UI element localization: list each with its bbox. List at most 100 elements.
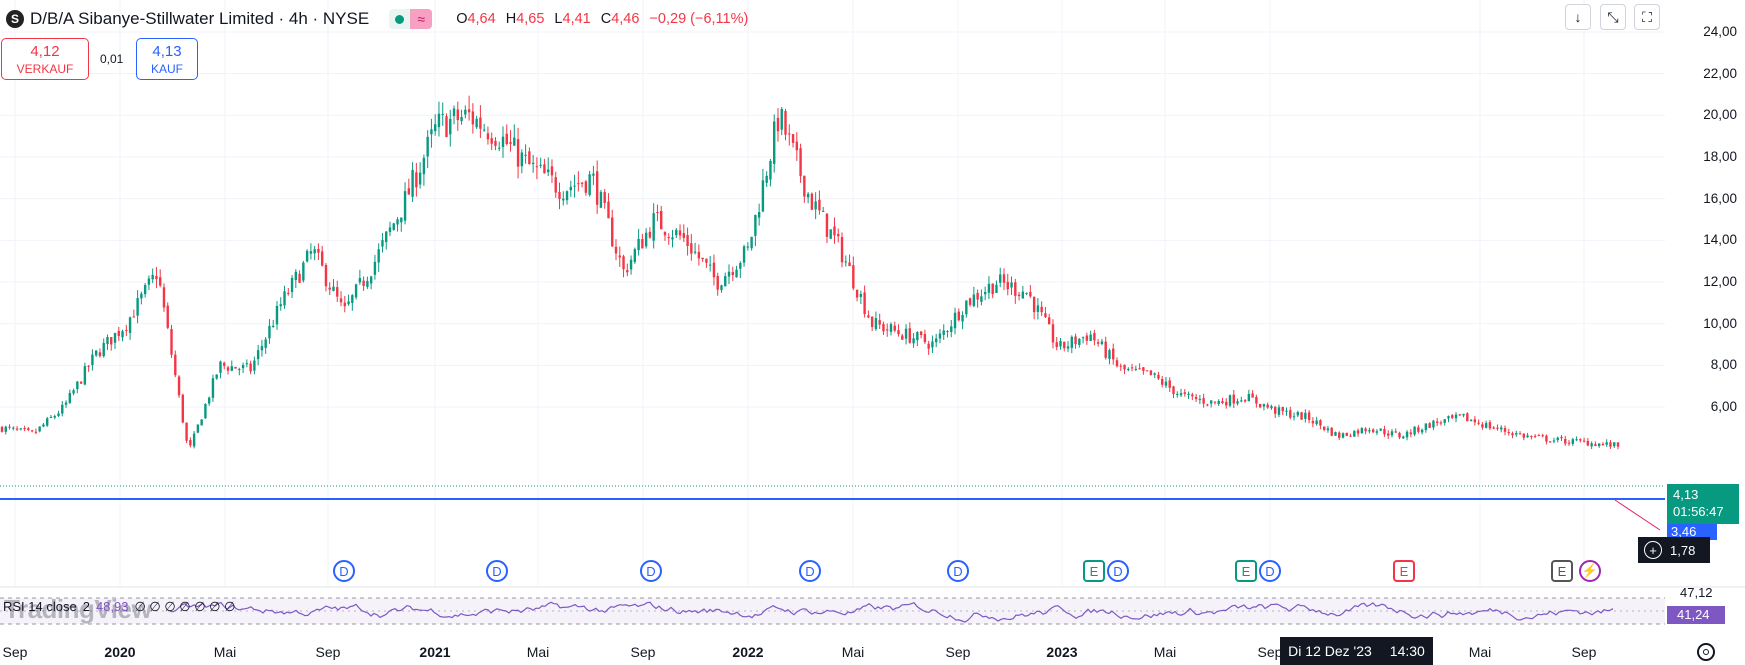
arrow-down-icon[interactable]: ↓ <box>1565 4 1591 30</box>
rsi-current-label: 41,24 <box>1667 606 1725 624</box>
candle <box>189 437 192 448</box>
dividend-event-icon[interactable]: D <box>1259 560 1281 582</box>
candle <box>162 283 166 312</box>
candle <box>347 294 350 306</box>
settings-icon[interactable] <box>1697 643 1715 661</box>
trend-line-drawing[interactable] <box>1614 499 1661 531</box>
candle <box>897 324 900 337</box>
earnings-event-icon[interactable]: E <box>1083 560 1105 582</box>
candle <box>46 416 49 427</box>
sell-button[interactable]: 4,12 VERKAUF <box>1 38 89 80</box>
dividend-event-icon[interactable]: D <box>799 560 821 582</box>
candle <box>1477 419 1480 426</box>
candle <box>279 297 282 311</box>
candle <box>373 254 377 280</box>
earnings-event-icon[interactable]: E <box>1551 560 1573 582</box>
candle <box>1526 432 1529 438</box>
candle <box>607 193 610 219</box>
dividend-event-icon[interactable]: D <box>640 560 662 582</box>
candle <box>1507 428 1510 436</box>
price-tick-label: 10,00 <box>1703 315 1737 331</box>
candle <box>143 283 147 298</box>
earnings-event-icon[interactable]: E <box>1393 560 1415 582</box>
crosshair-price-label[interactable]: + 1,78 <box>1638 537 1710 563</box>
candle <box>769 158 772 187</box>
candle <box>1390 428 1394 438</box>
time-tick-label: 2022 <box>732 644 764 660</box>
candle <box>1236 398 1239 406</box>
rsi-legend[interactable]: RSI 14 close 2 48,93 ∅ ∅ ∅ ∅ ∅ ∅ ∅ <box>3 599 235 615</box>
candle <box>637 228 640 256</box>
plus-icon[interactable]: + <box>1644 541 1662 559</box>
candle <box>381 232 384 253</box>
candle <box>1123 364 1126 375</box>
candle <box>1590 441 1593 450</box>
candle <box>592 165 595 185</box>
candle <box>1081 336 1085 344</box>
dividend-event-icon[interactable]: D <box>486 560 508 582</box>
candle <box>351 294 354 311</box>
time-tick-label: Sep <box>945 644 971 660</box>
candle <box>147 275 151 291</box>
candle <box>268 319 271 344</box>
market-status-pill[interactable]: ≈ <box>389 9 433 29</box>
fullscreen-icon[interactable]: ⛶ <box>1634 4 1660 30</box>
candle <box>1240 396 1243 403</box>
rsi-value-prefix: 2 <box>82 599 90 614</box>
symbol-title[interactable]: D/B/A Sibanye-Stillwater Limited · 4h · … <box>30 9 370 28</box>
candle <box>471 103 475 134</box>
price-tick-label: 18,00 <box>1703 149 1737 164</box>
candle <box>1605 439 1608 447</box>
candle <box>366 276 369 289</box>
candle <box>19 427 23 431</box>
candle <box>893 321 896 333</box>
candle <box>1420 428 1424 435</box>
candle <box>656 204 659 222</box>
time-tick-label: Sep <box>2 644 28 660</box>
candle <box>844 255 847 267</box>
candle <box>1130 363 1134 372</box>
candle <box>456 101 459 131</box>
candle <box>795 132 799 161</box>
candle <box>121 329 124 342</box>
candle <box>362 276 365 291</box>
candle <box>818 190 821 215</box>
dividend-event-icon[interactable]: D <box>1107 560 1129 582</box>
dividend-event-icon[interactable]: D <box>333 560 355 582</box>
candle <box>1006 273 1009 296</box>
candle <box>852 256 855 291</box>
candle <box>1021 286 1025 299</box>
candle <box>742 244 746 267</box>
buy-button[interactable]: 4,13 KAUF <box>136 38 198 80</box>
candle <box>968 297 972 307</box>
candle <box>505 124 508 146</box>
crosshair-date-label: Di 12 Dez '23 14:30 <box>1280 637 1433 665</box>
candle <box>1458 413 1461 416</box>
candle <box>1387 430 1390 439</box>
candle <box>226 365 230 375</box>
candle <box>1537 433 1541 437</box>
candle <box>1398 431 1401 440</box>
candle <box>562 191 565 206</box>
candle <box>588 170 591 197</box>
time-tick-label: Mai <box>841 644 865 660</box>
earnings-event-icon[interactable]: E <box>1235 560 1257 582</box>
candle <box>1187 391 1190 399</box>
candle <box>1405 430 1409 441</box>
candle <box>1277 404 1281 418</box>
candle <box>196 424 200 434</box>
candle <box>234 366 237 369</box>
candle <box>1530 435 1533 440</box>
candle <box>595 160 599 214</box>
candle <box>1051 319 1055 349</box>
candle <box>445 113 448 138</box>
candle <box>1232 389 1235 409</box>
candle <box>91 349 94 371</box>
flash-icon[interactable]: ⚡ <box>1579 560 1601 582</box>
collapse-icon[interactable]: ⤡ <box>1600 4 1626 30</box>
dividend-event-icon[interactable]: D <box>947 560 969 582</box>
candle <box>38 426 41 433</box>
candle <box>1074 333 1077 349</box>
candle <box>343 295 346 313</box>
